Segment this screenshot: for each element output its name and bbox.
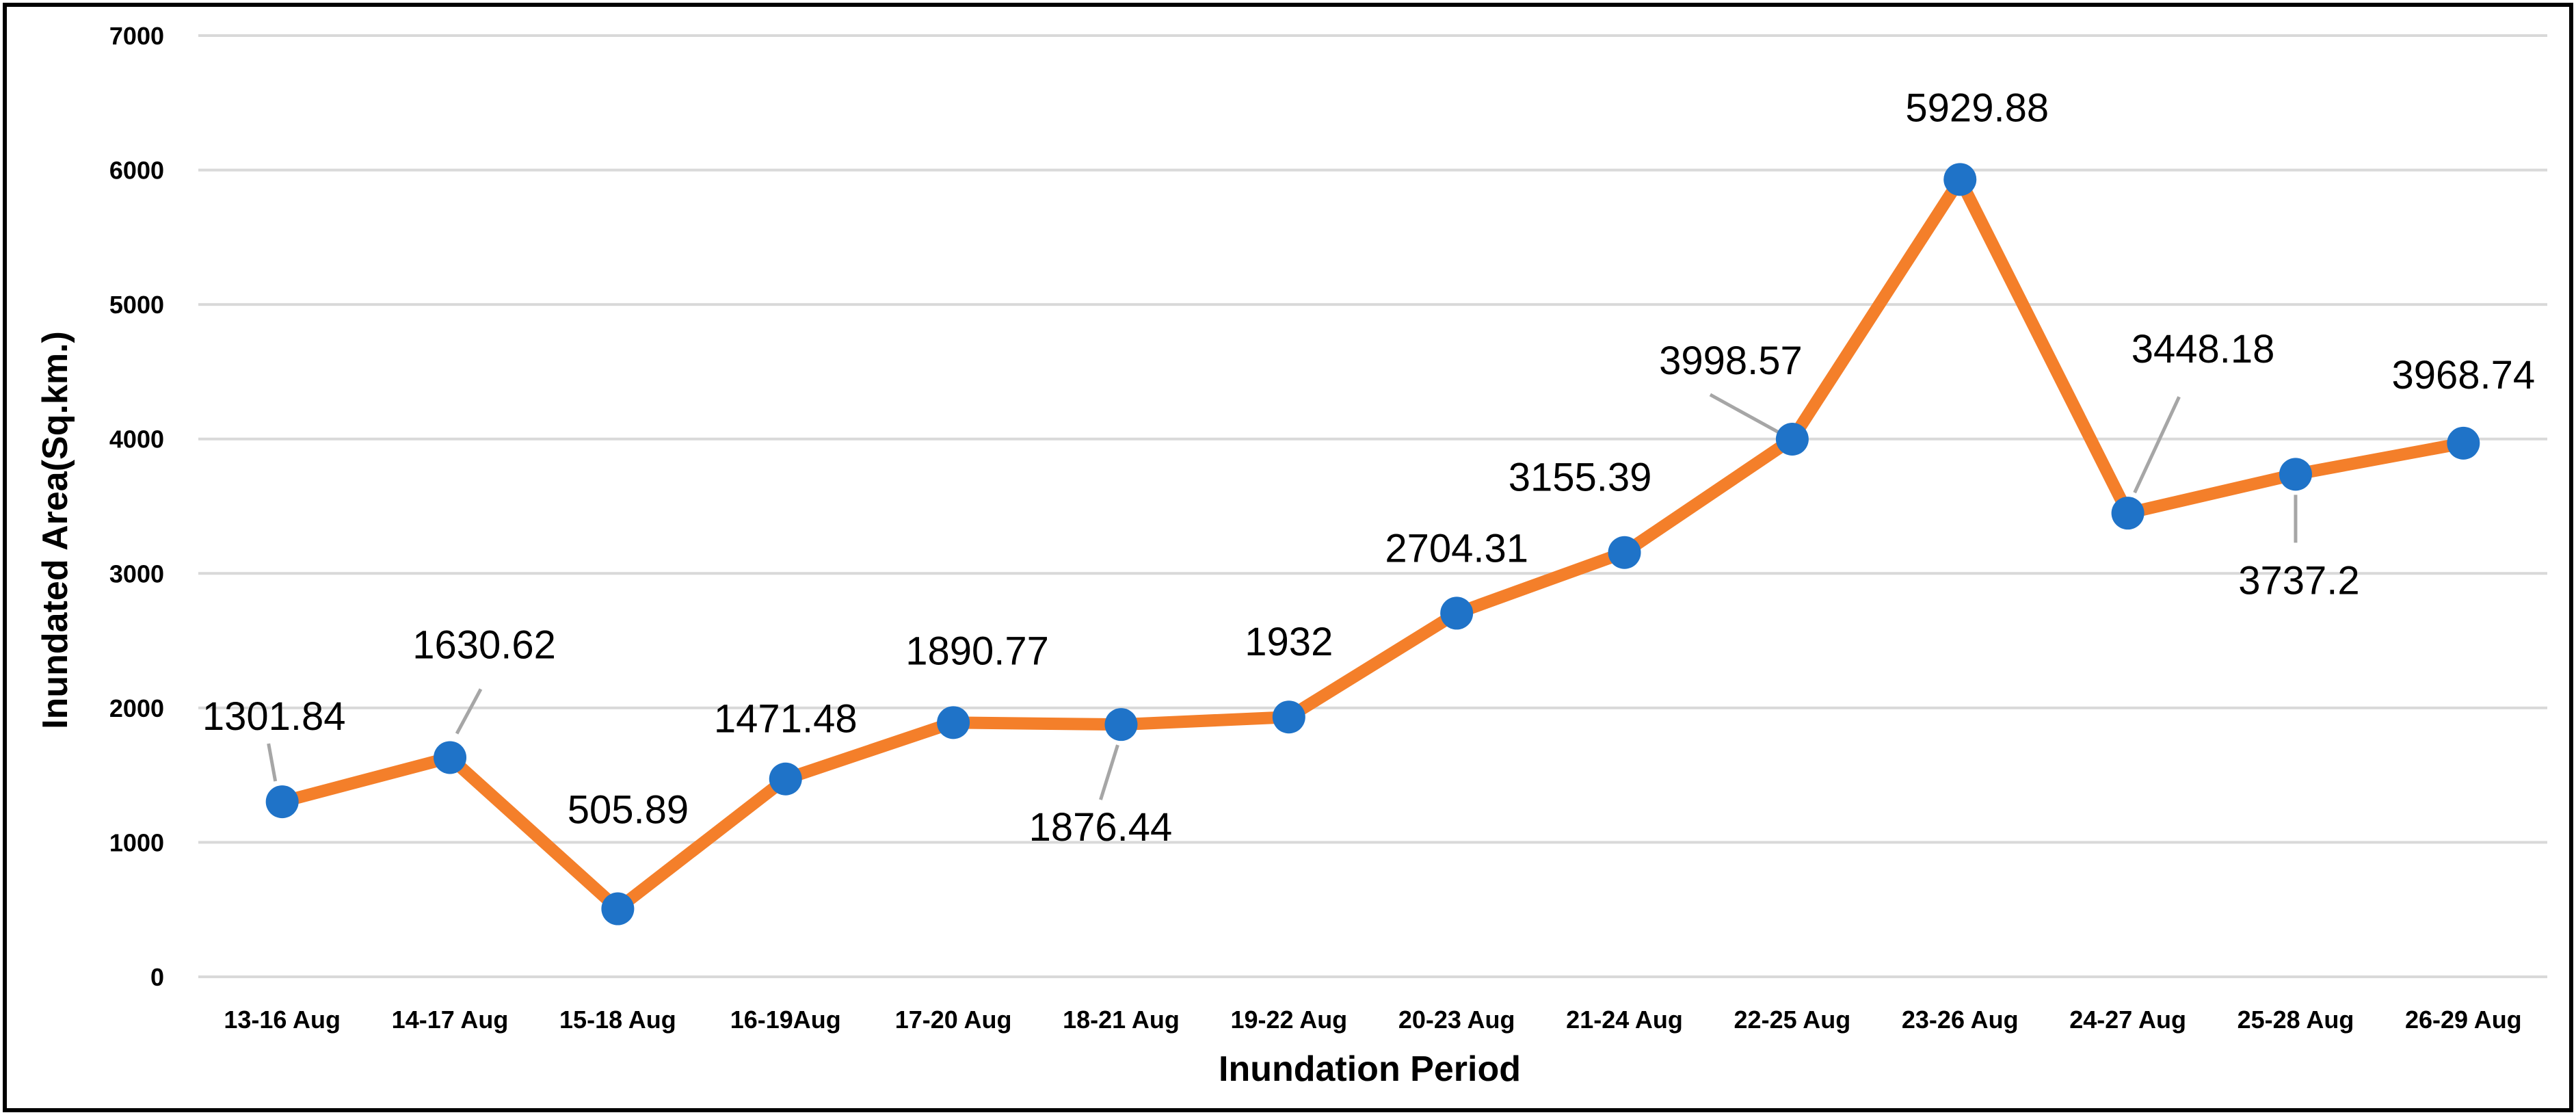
x-tick-label: 14-17 Aug	[392, 1006, 509, 1034]
y-tick-label: 3000	[109, 560, 164, 588]
data-point	[769, 762, 802, 796]
data-point	[434, 741, 467, 774]
x-tick-label: 19-22 Aug	[1230, 1006, 1347, 1034]
data-label: 1630.62	[412, 622, 556, 667]
data-label: 1876.44	[1029, 805, 1173, 850]
x-tick-label: 23-26 Aug	[1902, 1006, 2019, 1034]
y-tick-label: 1000	[109, 828, 164, 856]
data-point	[601, 892, 635, 926]
y-tick-label: 6000	[109, 157, 164, 185]
data-point	[2447, 426, 2480, 460]
data-labels: 1301.84 1630.62 505.89 1471.48 1890.77 1876.4…	[202, 86, 2535, 850]
x-axis-ticks: 13-16 Aug 14-17 Aug 15-18 Aug 16-19Aug 17-20…	[224, 1006, 2521, 1034]
data-label: 505.89	[568, 788, 689, 832]
data-point	[1104, 708, 1138, 742]
data-label: 1932	[1245, 620, 1333, 664]
leader-line	[2133, 396, 2181, 494]
data-point	[1608, 536, 1641, 569]
data-point	[1272, 700, 1305, 734]
data-label: 3448.18	[2132, 327, 2275, 371]
leader-line	[455, 688, 483, 735]
x-tick-label: 21-24 Aug	[1566, 1006, 1683, 1034]
y-tick-label: 0	[150, 963, 164, 991]
x-tick-label: 20-23 Aug	[1398, 1006, 1515, 1034]
data-label: 1890.77	[905, 629, 1049, 673]
x-tick-label: 25-28 Aug	[2238, 1006, 2354, 1034]
y-tick-label: 4000	[109, 425, 164, 454]
x-tick-label: 22-25 Aug	[1734, 1006, 1851, 1034]
y-tick-label: 7000	[109, 22, 164, 50]
data-point	[2279, 458, 2312, 491]
x-tick-label: 17-20 Aug	[895, 1006, 1012, 1034]
series-line-group	[276, 173, 2470, 915]
x-axis-title: Inundation Period	[1219, 1049, 1521, 1089]
y-tick-label: 2000	[109, 694, 164, 722]
data-label: 1301.84	[202, 694, 346, 739]
data-label: 3998.57	[1659, 339, 1803, 383]
x-tick-label: 15-18 Aug	[559, 1006, 676, 1034]
label-leader-lines	[267, 393, 2298, 800]
data-point	[2111, 497, 2145, 530]
data-label: 3737.2	[2238, 558, 2359, 603]
x-tick-label: 26-29 Aug	[2405, 1006, 2522, 1034]
data-point	[1775, 422, 1809, 456]
x-tick-label: 16-19Aug	[730, 1006, 841, 1034]
data-label: 3968.74	[2391, 353, 2535, 397]
data-point	[265, 785, 299, 819]
y-axis-ticks: 0 1000 2000 3000 4000 5000 6000 7000	[109, 22, 164, 991]
x-tick-label: 24-27 Aug	[2069, 1006, 2186, 1034]
leader-line	[1709, 393, 1780, 434]
series-line	[276, 173, 2470, 915]
chart-border	[3, 3, 2573, 1112]
leader-line	[267, 743, 278, 782]
y-tick-label: 5000	[109, 291, 164, 319]
data-label: 2704.31	[1385, 526, 1528, 570]
data-label: 1471.48	[714, 697, 858, 742]
data-point	[1943, 163, 1977, 196]
data-label: 5929.88	[1905, 86, 2049, 130]
x-tick-label: 18-21 Aug	[1063, 1006, 1180, 1034]
leader-line	[1099, 744, 1119, 800]
x-tick-label: 13-16 Aug	[224, 1006, 341, 1034]
data-point	[1440, 596, 1474, 630]
y-axis-title: Inundated Area(Sq.km.)	[36, 331, 75, 729]
data-label: 3155.39	[1509, 456, 1652, 500]
data-point	[937, 706, 970, 739]
series-markers	[265, 163, 2480, 926]
gridlines	[198, 34, 2547, 978]
